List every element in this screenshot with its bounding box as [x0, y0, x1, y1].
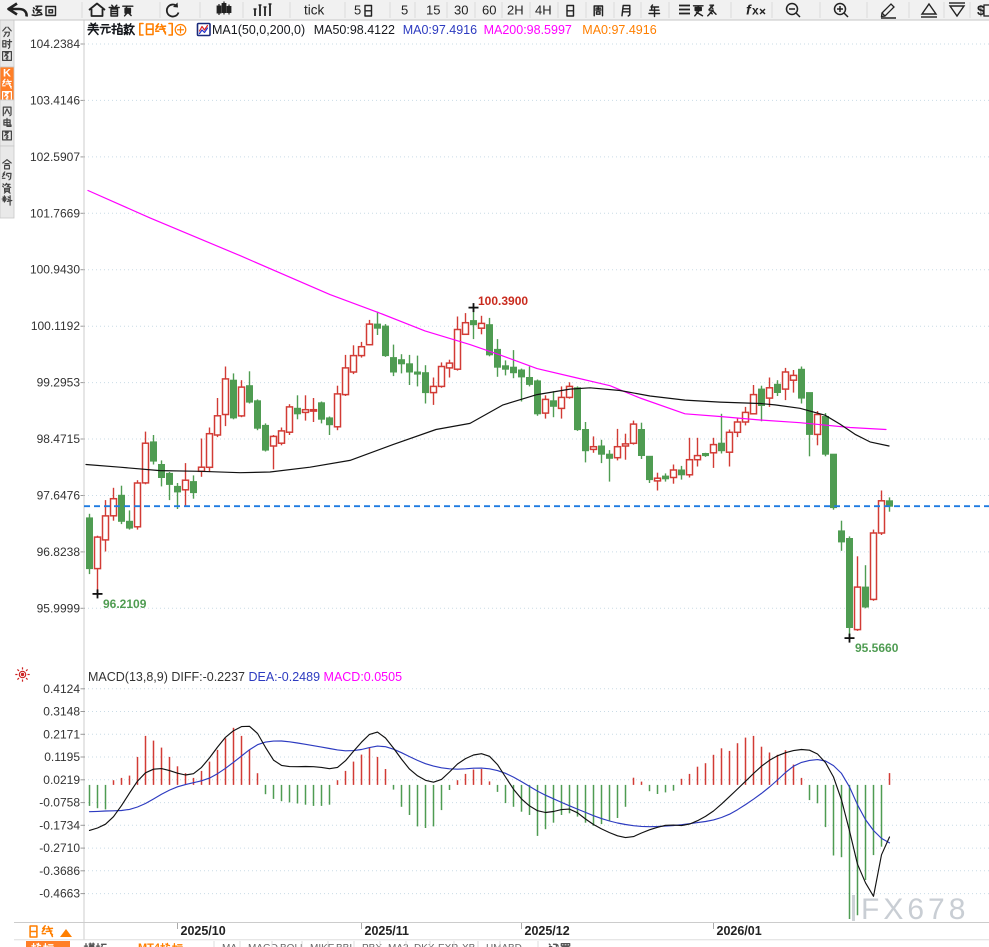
svg-text:MA0:97.4916: MA0:97.4916: [582, 23, 656, 37]
svg-text:2025/11: 2025/11: [365, 924, 410, 938]
svg-text:MA200:98.5997: MA200:98.5997: [484, 23, 572, 37]
svg-text:K: K: [3, 68, 11, 80]
svg-text:BOLL: BOLL: [280, 943, 306, 947]
svg-text:4H: 4H: [535, 3, 552, 18]
svg-text:MA2: MA2: [388, 943, 409, 947]
svg-text:BBI: BBI: [336, 943, 352, 947]
svg-text:99.2953: 99.2953: [37, 376, 81, 390]
svg-text:2026/01: 2026/01: [717, 924, 762, 938]
svg-text:-0.0758: -0.0758: [39, 796, 80, 810]
svg-text:EXP: EXP: [438, 943, 458, 947]
svg-text:0.1195: 0.1195: [44, 750, 80, 764]
svg-text:f: f: [746, 2, 752, 18]
svg-text:DKX: DKX: [414, 943, 435, 947]
svg-text:30: 30: [454, 3, 468, 18]
svg-text:15: 15: [426, 3, 440, 18]
svg-text:MIKE: MIKE: [310, 943, 335, 947]
svg-text:MA0:97.4916: MA0:97.4916: [403, 23, 477, 37]
svg-text:MA1(50,0,200,0): MA1(50,0,200,0): [212, 23, 305, 37]
svg-text:95.9999: 95.9999: [37, 601, 81, 615]
svg-text:95.5660: 95.5660: [855, 641, 899, 655]
svg-text:XB: XB: [462, 943, 476, 947]
svg-text:5: 5: [401, 3, 408, 18]
svg-text:100.3900: 100.3900: [478, 294, 528, 308]
svg-text:MT4: MT4: [138, 942, 161, 947]
svg-text:100.9430: 100.9430: [30, 263, 80, 277]
svg-text:5: 5: [354, 3, 361, 18]
svg-text:-0.3686: -0.3686: [39, 864, 80, 878]
svg-text:-0.2710: -0.2710: [39, 841, 80, 855]
svg-text:100.1192: 100.1192: [31, 319, 80, 333]
svg-text:0.3148: 0.3148: [43, 705, 80, 719]
svg-text:101.7669: 101.7669: [30, 206, 80, 220]
svg-text:MAGD: MAGD: [248, 943, 278, 947]
svg-text:x: x: [752, 4, 759, 18]
svg-text:103.4146: 103.4146: [30, 93, 80, 107]
svg-text:2H: 2H: [507, 3, 524, 18]
svg-text:MACD(13,8,9) DIFF:-0.2237 DE: MACD(13,8,9) DIFF:-0.2237 DEA:-0.2489 MA…: [88, 670, 402, 684]
svg-text:-0.1734: -0.1734: [39, 818, 80, 832]
svg-text:BD: BD: [508, 943, 522, 947]
svg-text:0.4124: 0.4124: [43, 682, 80, 696]
svg-text:MA50:98.4122: MA50:98.4122: [314, 23, 395, 37]
svg-text:96.2109: 96.2109: [103, 597, 147, 611]
svg-text:0.2171: 0.2171: [43, 727, 80, 741]
svg-text:60: 60: [482, 3, 496, 18]
svg-text:2025/10: 2025/10: [181, 924, 226, 938]
svg-text:MA: MA: [222, 943, 237, 947]
svg-text:tick: tick: [304, 3, 325, 18]
svg-text:96.8238: 96.8238: [37, 545, 81, 559]
svg-text:FX678: FX678: [861, 893, 969, 926]
svg-text:PBX: PBX: [362, 943, 382, 947]
svg-text:HMA: HMA: [486, 943, 509, 947]
svg-text:98.4715: 98.4715: [37, 432, 81, 446]
svg-text:97.6476: 97.6476: [37, 488, 81, 502]
svg-text:2025/12: 2025/12: [525, 924, 570, 938]
svg-text:104.2384: 104.2384: [30, 37, 80, 51]
svg-text:0.0219: 0.0219: [43, 773, 80, 787]
svg-text:102.5907: 102.5907: [30, 150, 80, 164]
svg-text:$: $: [977, 2, 985, 18]
svg-text:-0.4663: -0.4663: [39, 887, 80, 901]
